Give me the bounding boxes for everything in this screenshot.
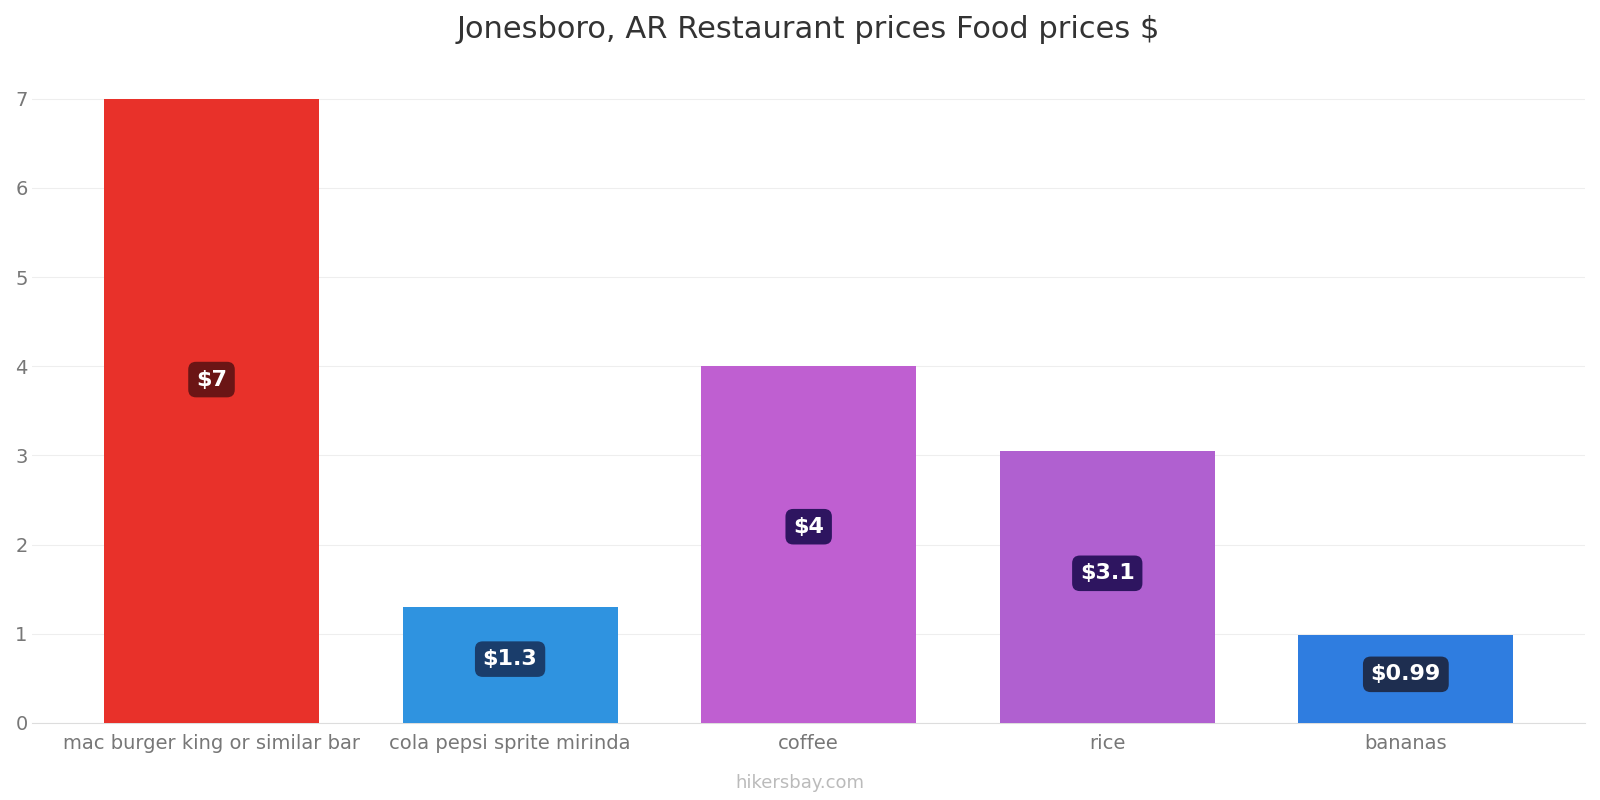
Text: hikersbay.com: hikersbay.com [736, 774, 864, 792]
Text: $7: $7 [197, 370, 227, 390]
Bar [1000, 451, 1214, 723]
Bar [701, 366, 917, 723]
Title: Jonesboro, AR Restaurant prices Food prices $: Jonesboro, AR Restaurant prices Food pri… [458, 15, 1160, 44]
Bar [1298, 634, 1514, 723]
Bar [403, 607, 618, 723]
Text: $1.3: $1.3 [483, 649, 538, 669]
Text: $4: $4 [794, 517, 824, 537]
Bar [104, 98, 318, 723]
Text: $3.1: $3.1 [1080, 563, 1134, 583]
Text: $0.99: $0.99 [1371, 664, 1442, 684]
